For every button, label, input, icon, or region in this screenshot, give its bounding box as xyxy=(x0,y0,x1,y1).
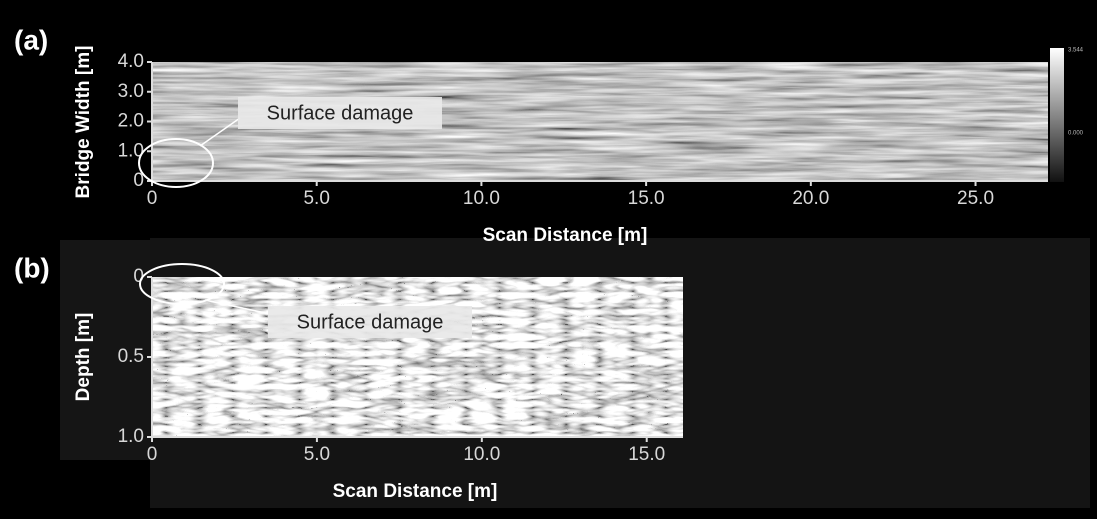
panel-label: (b) xyxy=(14,252,50,283)
x-tick-label: 5.0 xyxy=(304,444,330,465)
x-tick-label: 5.0 xyxy=(303,188,329,209)
x-tick-label: 10.0 xyxy=(463,188,500,209)
panel-label: (a) xyxy=(14,24,48,55)
annotation: Surface damage xyxy=(297,311,444,333)
y-axis-label: Depth [m] xyxy=(73,313,94,402)
x-tick-label: 25.0 xyxy=(957,188,994,209)
x-axis-label: Scan Distance [m] xyxy=(483,225,648,246)
y-tick-label: 4.0 xyxy=(118,51,144,72)
x-tick-label: 15.0 xyxy=(628,188,665,209)
scan-image xyxy=(152,277,683,437)
x-axis-label: Scan Distance [m] xyxy=(333,481,498,502)
y-tick-label: 2.0 xyxy=(118,111,144,132)
y-axis-label: Bridge Width [m] xyxy=(73,46,94,199)
colorbar xyxy=(1050,48,1064,182)
y-tick-label: 3.0 xyxy=(118,81,144,102)
y-tick-label: 1.0 xyxy=(118,426,144,447)
colorbar-label: 3.544 xyxy=(1068,48,1084,54)
x-tick-label: 20.0 xyxy=(792,188,829,209)
x-tick-label: 0 xyxy=(147,444,158,465)
colorbar-label: 0.000 xyxy=(1068,131,1084,137)
x-tick-label: 15.0 xyxy=(628,444,665,465)
x-tick-label: 10.0 xyxy=(463,444,500,465)
y-tick-label: 0.5 xyxy=(118,346,144,367)
x-tick-label: 0 xyxy=(147,188,158,209)
annotation: Surface damage xyxy=(267,102,414,124)
figure: 05.010.015.020.025.001.02.03.04.0(a)Scan… xyxy=(0,0,1097,519)
